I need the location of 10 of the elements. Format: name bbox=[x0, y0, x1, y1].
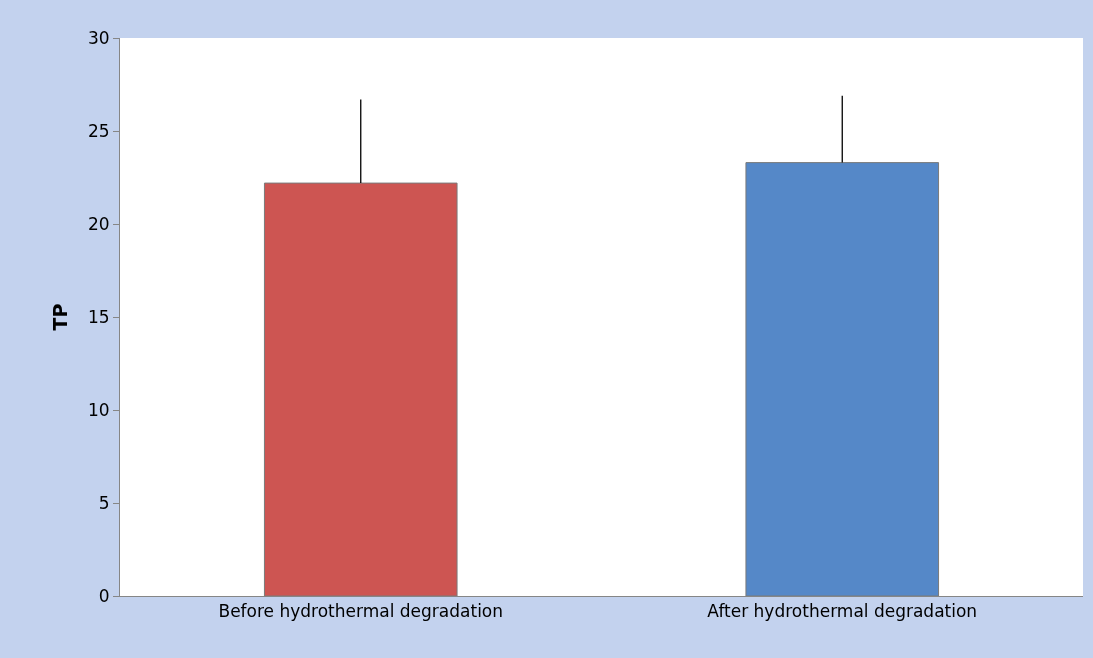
x-tick-label: After hydrothermal degradation bbox=[707, 601, 978, 622]
x-tick-label: Before hydrothermal degradation bbox=[218, 601, 504, 622]
y-tick-label: 5 bbox=[98, 492, 110, 513]
y-tick-label: 25 bbox=[87, 120, 110, 141]
y-tick-label: 0 bbox=[98, 585, 110, 606]
y-tick-label: 20 bbox=[87, 213, 110, 234]
y-axis-title: TP bbox=[48, 303, 71, 331]
y-tick-label: 10 bbox=[87, 399, 110, 420]
y-tick-label: 15 bbox=[87, 306, 110, 327]
y-tick-label: 30 bbox=[87, 27, 110, 48]
